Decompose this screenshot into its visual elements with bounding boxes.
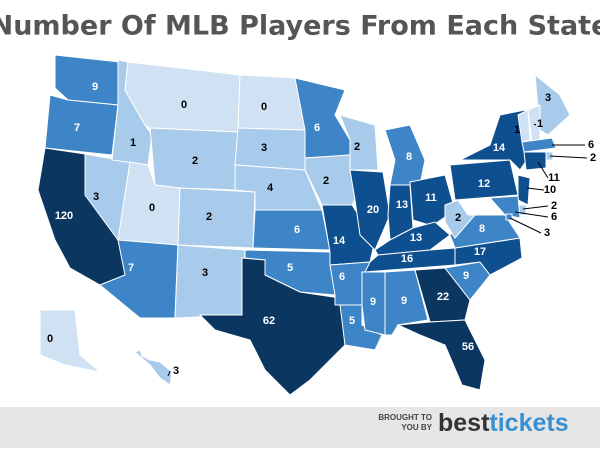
state-value-label: 1: [130, 137, 136, 149]
state-value-label: 5: [287, 262, 293, 274]
callout-line: [549, 155, 588, 159]
state-value-label: 2: [551, 200, 557, 212]
state-value-label: 3: [544, 227, 550, 239]
state-value-label: 0: [47, 333, 53, 345]
state-value-label: 8: [479, 223, 485, 235]
state-value-label: 0: [181, 99, 187, 111]
state-value-label: 14: [333, 235, 346, 247]
state-value-label: 9: [92, 81, 98, 93]
state-value-label: 16: [401, 253, 413, 265]
title: Number Of MLB Players From Each State: [0, 11, 600, 42]
state-value-label: 9: [401, 295, 407, 307]
callout-line: [522, 205, 549, 210]
state-value-label: 9: [463, 270, 469, 282]
state-value-label: 4: [267, 182, 274, 194]
callout-line: [167, 370, 171, 377]
state-value-label: 56: [462, 341, 474, 353]
state: [517, 174, 531, 206]
state: [517, 109, 531, 143]
state: [234, 127, 306, 171]
state: [488, 195, 521, 219]
state-value-label: 3: [202, 267, 208, 279]
state: [54, 54, 121, 106]
state-value-label: 3: [261, 142, 267, 154]
footer-text: BROUGHT TO: [378, 413, 432, 422]
state-value-label: 2: [354, 141, 360, 153]
callout-line: [509, 217, 542, 234]
state: [523, 151, 547, 171]
state-value-label: 7: [74, 122, 80, 134]
state: [177, 187, 256, 249]
state: [252, 209, 331, 251]
state-value-label: 1: [514, 124, 520, 136]
state: [396, 319, 486, 391]
state: [521, 137, 557, 153]
state-value-label: 13: [410, 232, 422, 244]
state: [339, 114, 379, 171]
state-value-label: 9: [370, 296, 376, 308]
state-value-label: 7: [128, 262, 134, 274]
state-value-label: 0: [261, 101, 267, 113]
state-value-label: 11: [425, 192, 437, 204]
state: [198, 257, 346, 396]
state: [237, 74, 306, 131]
state-value-label: 6: [314, 122, 320, 134]
state-value-label: 2: [206, 211, 212, 223]
state-value-label: 2: [323, 175, 329, 187]
state-value-label: 20: [367, 204, 379, 216]
state-value-label: 3: [545, 92, 551, 104]
state: [44, 94, 119, 156]
state: [134, 349, 173, 386]
state-value-label: 62: [263, 315, 275, 327]
state-value-label: 2: [590, 152, 596, 164]
state: [409, 174, 456, 227]
state-value-label: 14: [493, 142, 506, 154]
state-value-label: 22: [437, 291, 449, 303]
state-value-label: 17: [474, 246, 486, 258]
state-value-label: 2: [192, 155, 198, 167]
state-value-label: 1: [537, 118, 543, 130]
footer-band: [0, 407, 600, 448]
state-value-label: 120: [55, 210, 73, 222]
logo-part: best: [438, 409, 490, 437]
state-value-label: 10: [544, 184, 556, 196]
callout-line: [537, 161, 549, 179]
callout-line: [526, 187, 545, 191]
state: [39, 309, 102, 373]
state: [174, 244, 246, 319]
state: [505, 213, 513, 221]
state-value-label: 12: [478, 178, 490, 190]
state-value-label: 0: [149, 202, 155, 214]
logo: besttickets: [438, 409, 569, 437]
state-value-label: 8: [406, 151, 412, 163]
state-value-label: 13: [396, 199, 408, 211]
state-value-label: 5: [349, 315, 355, 327]
state-value-label: 6: [294, 224, 300, 236]
state-value-label: 6: [551, 211, 557, 223]
state-value-label: 2: [455, 212, 461, 224]
state-value-label: 11: [548, 172, 560, 184]
state: [361, 271, 386, 336]
state: [414, 267, 471, 323]
callout-line: [533, 123, 537, 126]
state-value-label: 6: [588, 139, 594, 151]
state-value-label: 6: [339, 271, 345, 283]
callout-line: [514, 211, 549, 218]
footer-text: YOU BY: [401, 423, 432, 432]
state-value-label: 3: [93, 191, 99, 203]
logo-part: tickets: [489, 409, 568, 437]
state-value-label: 3: [173, 365, 179, 377]
